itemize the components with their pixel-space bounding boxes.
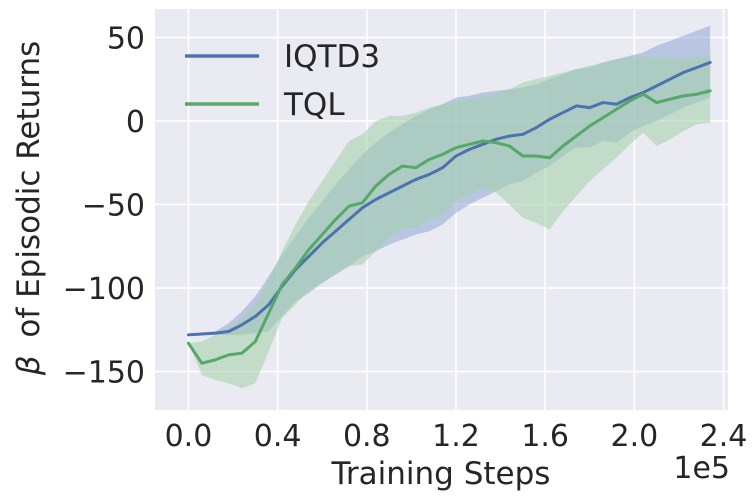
y-tick-label: −150 [63, 356, 145, 391]
y-tick-label: 0 [126, 105, 145, 140]
band-tql [188, 55, 711, 389]
x-tick-label: 2.4 [700, 419, 748, 454]
y-tick-label: 50 [107, 21, 145, 56]
y-tick-label: −50 [82, 188, 145, 223]
y-tick-labels: −150 −100 −50 0 50 [63, 21, 145, 390]
line-tql [186, 89, 712, 365]
x-tick-label: 1.2 [432, 419, 480, 454]
x-axis-label: Training Steps [331, 456, 551, 492]
x-axis-exponent: 1e5 [673, 451, 730, 486]
y-axis-label: β of Episodic Returns [11, 41, 47, 377]
x-tick-label: 0.8 [343, 419, 391, 454]
x-tick-label: 0.0 [165, 419, 213, 454]
svg-text:β of Episodic Returns: β of Episodic Returns [11, 41, 47, 377]
y-axis-label-symbol: β [11, 356, 47, 377]
y-tick-label: −100 [63, 272, 145, 307]
y-axis-label-text: of Episodic Returns [11, 41, 47, 338]
x-tick-label: 0.4 [254, 419, 302, 454]
legend-label-tql: TQL [283, 87, 345, 123]
legend: IQTD3 TQL [185, 39, 380, 123]
legend-label-iqtd3: IQTD3 [284, 39, 380, 75]
x-tick-label: 2.0 [610, 419, 658, 454]
x-tick-label: 1.6 [521, 419, 569, 454]
series-lines [186, 60, 712, 365]
confidence-bands [188, 25, 711, 389]
x-tick-labels: 0.0 0.4 0.8 1.2 1.6 2.0 2.4 [165, 419, 748, 454]
